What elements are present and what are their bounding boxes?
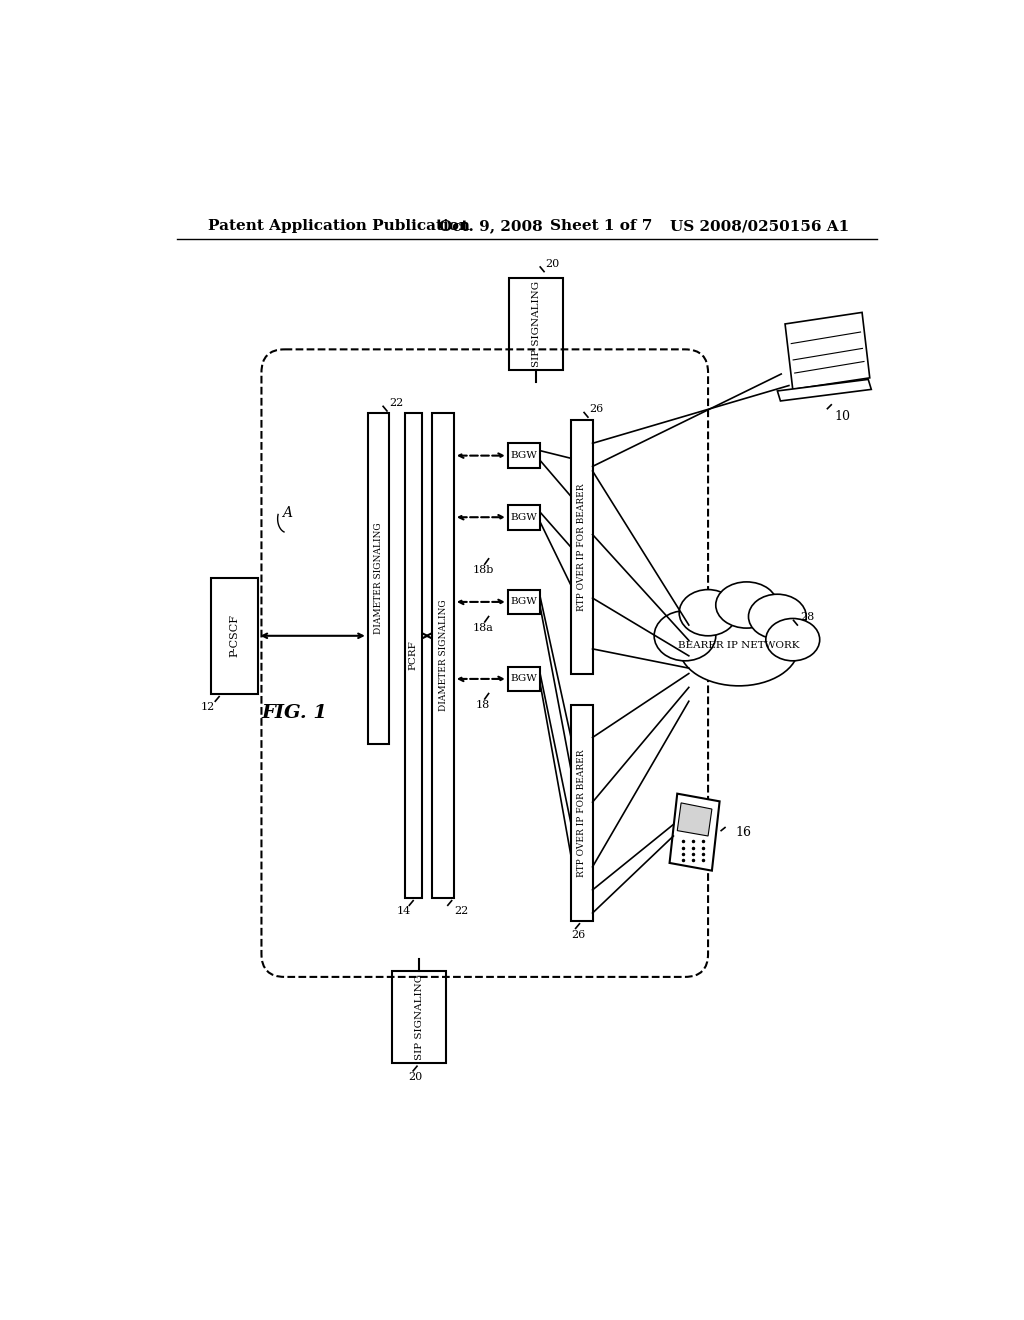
Polygon shape [777,379,871,401]
Text: 18: 18 [476,700,490,710]
Text: DIAMETER SIGNALING: DIAMETER SIGNALING [374,523,383,634]
Text: DIAMETER SIGNALING: DIAMETER SIGNALING [438,599,447,711]
Ellipse shape [679,609,799,686]
Text: RTP OVER IP FOR BEARER: RTP OVER IP FOR BEARER [578,483,587,611]
Text: BGW: BGW [511,598,538,606]
Ellipse shape [679,590,737,636]
Bar [211,578,258,693]
Bar [508,506,541,529]
Text: PCRF: PCRF [409,640,418,671]
Bar [571,420,593,675]
Polygon shape [670,793,720,871]
Bar [432,412,454,898]
Polygon shape [677,803,712,836]
Text: P-CSCF: P-CSCF [229,614,240,657]
Text: 16: 16 [735,825,751,838]
Bar [571,705,593,921]
Ellipse shape [716,582,777,628]
Text: SIP SIGNALING: SIP SIGNALING [415,974,424,1060]
Bar [508,444,541,469]
Ellipse shape [654,611,716,661]
Bar [508,667,541,692]
Text: 22: 22 [454,907,468,916]
Ellipse shape [749,594,806,639]
Text: BGW: BGW [511,675,538,684]
Text: 20: 20 [546,259,560,269]
Text: BGW: BGW [511,512,538,521]
Ellipse shape [766,619,819,661]
Text: SIP SIGNALING: SIP SIGNALING [531,281,541,367]
Text: 10: 10 [835,409,851,422]
Text: 26: 26 [570,929,585,940]
Bar [508,590,541,614]
Text: RTP OVER IP FOR BEARER: RTP OVER IP FOR BEARER [578,750,587,876]
Text: Sheet 1 of 7: Sheet 1 of 7 [550,219,652,234]
Bar [392,970,446,1063]
Text: FIG. 1: FIG. 1 [261,704,328,722]
Bar [404,412,422,898]
Text: 14: 14 [396,907,411,916]
Text: 12: 12 [201,702,215,713]
Text: BEARER IP NETWORK: BEARER IP NETWORK [678,640,800,649]
Text: 20: 20 [408,1072,422,1082]
Text: 18b: 18b [472,565,494,576]
Text: Patent Application Publication: Patent Application Publication [208,219,470,234]
Text: 18a: 18a [473,623,494,634]
Bar [509,277,563,370]
Polygon shape [785,313,869,389]
Text: BGW: BGW [511,451,538,461]
Text: A: A [282,506,292,520]
Text: 28: 28 [801,611,815,622]
Text: US 2008/0250156 A1: US 2008/0250156 A1 [670,219,849,234]
Text: 22: 22 [389,399,403,408]
Text: Oct. 9, 2008: Oct. 9, 2008 [438,219,543,234]
Text: 26: 26 [590,404,604,414]
Bar [368,412,389,743]
